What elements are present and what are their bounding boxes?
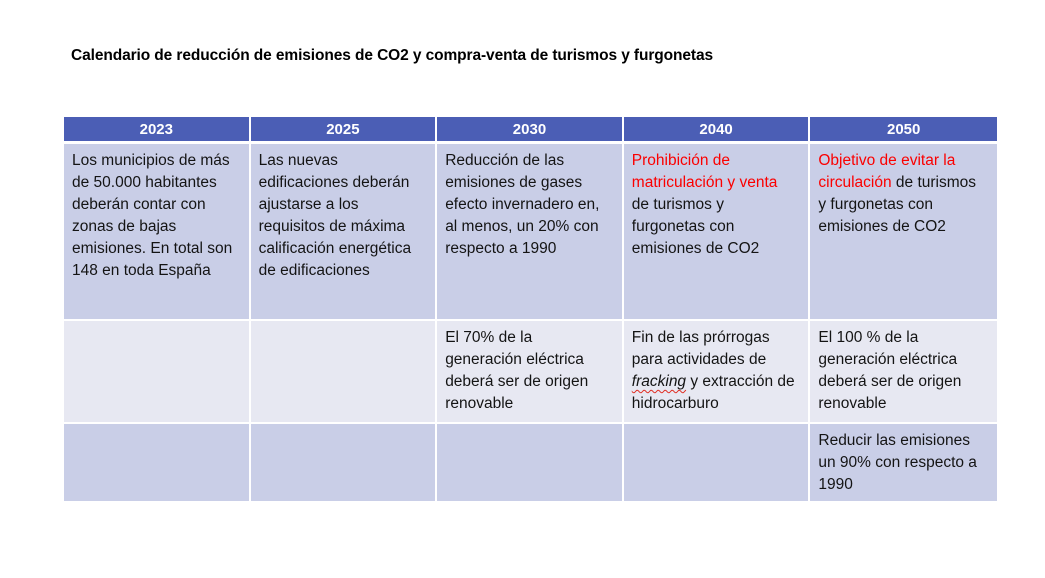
cell-text-segment: de turismos y furgonetas con emisiones d… [818,174,977,235]
cell-2025-row3 [250,424,438,501]
cell-2025-row2 [250,321,438,424]
cell-2025-row1: Las nuevas edificaciones deberán ajustar… [250,144,438,321]
cell-text-segment: Prohibición de matriculación y venta [631,152,778,191]
cell-text-segment: de turismos y furgonetas con emisiones d… [631,196,760,257]
cell-2050-row3: Reducir las emisiones un 90% con respect… [810,424,997,501]
cell-2050-row2: El 100 % de la generación eléctrica debe… [810,321,997,424]
cell-2023-row2 [64,321,251,424]
cell-2023-row1: Los municipios de más de 50.000 habitant… [64,144,251,321]
table-header-row: 2023 2025 2030 2040 2050 [64,117,997,144]
cell-text-segment: fracking [631,373,687,390]
cell-text-segment: El 100 % de la generación eléctrica debe… [818,329,962,412]
cell-2040-row3 [623,424,811,501]
cell-text-segment: El 70% de la generación eléctrica deberá… [445,329,589,412]
cell-2030-row3 [437,424,624,501]
cell-text-segment: y extracción de hidrocarburo [631,373,795,412]
column-header-2050: 2050 [810,117,997,144]
cell-text-segment: Fin de las prórrogas para actividades de [631,329,770,368]
cell-text-segment: Objetivo de evitar la circulación [818,152,956,191]
column-header-2030: 2030 [437,117,624,144]
column-header-2025: 2025 [250,117,438,144]
cell-text-segment: Los municipios de más de 50.000 habitant… [72,152,233,279]
cell-2050-row1: Objetivo de evitar la circulación de tur… [810,144,997,321]
table-row-2: El 70% de la generación eléctrica deberá… [64,321,997,424]
cell-2030-row1: Reducción de las emisiones de gases efec… [437,144,624,321]
table-row-1: Los municipios de más de 50.000 habitant… [64,144,997,321]
cell-text-segment: Reducción de las emisiones de gases efec… [445,152,600,257]
cell-text-segment: Las nuevas edificaciones deberán ajustar… [258,152,412,279]
table-body: Los municipios de más de 50.000 habitant… [64,144,997,501]
cell-2040-row2: Fin de las prórrogas para actividades de… [623,321,811,424]
page-title: Calendario de reducción de emisiones de … [71,47,714,64]
cell-2023-row3 [64,424,251,501]
cell-2030-row2: El 70% de la generación eléctrica deberá… [437,321,624,424]
column-header-2040: 2040 [623,117,811,144]
emissions-table: 2023 2025 2030 2040 2050 Los municipios de m… [64,117,997,501]
table-row-3: Reducir las emisiones un 90% con respect… [64,424,997,501]
cell-2040-row1: Prohibición de matriculación y venta de … [623,144,811,321]
cell-text-segment: Reducir las emisiones un 90% con respect… [818,432,977,493]
column-header-2023: 2023 [64,117,251,144]
